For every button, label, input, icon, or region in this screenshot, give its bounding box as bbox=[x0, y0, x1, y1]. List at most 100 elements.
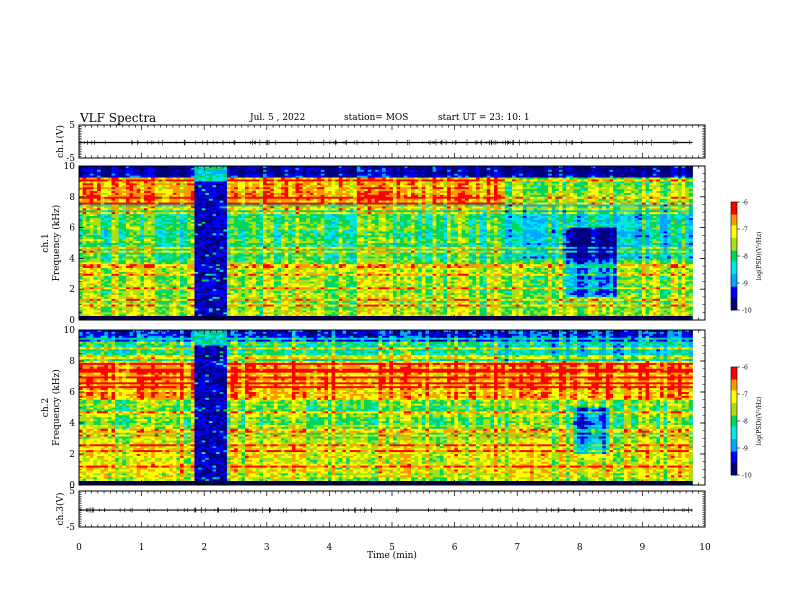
ch1-spectrogram-cell bbox=[154, 167, 159, 171]
ch1-spectrogram-cell bbox=[198, 241, 203, 244]
ch1-spectrogram-cell bbox=[140, 216, 145, 219]
ch1-spectrogram-cell bbox=[82, 233, 87, 236]
ch1-spectrogram-cell bbox=[154, 266, 159, 269]
ch1-spectrogram-cell bbox=[118, 196, 123, 200]
ch1-spectrogram-cell bbox=[129, 241, 134, 244]
ch1-spectrogram-cell bbox=[100, 212, 105, 215]
ch1-spectrogram-cell bbox=[147, 312, 152, 315]
ch1-spectrogram-cell bbox=[172, 241, 177, 244]
ch1-spectrogram-cell bbox=[154, 296, 159, 300]
ch1-spectrogram-cell bbox=[194, 233, 199, 236]
ch1-spectrogram-cell bbox=[100, 221, 105, 225]
ch1-spectrogram-cell bbox=[198, 296, 203, 300]
ch1-spectrogram-cell bbox=[172, 171, 177, 175]
ch1-spectrogram-cell bbox=[140, 252, 145, 255]
ch1-spectrogram-cell bbox=[169, 285, 174, 288]
ch1-spectrogram-cell bbox=[151, 191, 156, 194]
ch1-spectrogram-cell bbox=[89, 210, 94, 213]
ch1-spectrogram-cell bbox=[93, 273, 98, 277]
ch1-spectrogram-cell bbox=[111, 177, 116, 180]
ch1-spectrogram-cell bbox=[129, 294, 134, 298]
ch1-spectrogram-cell bbox=[140, 177, 145, 180]
ch1-spectrogram-cell bbox=[158, 231, 163, 234]
ch1-spectrogram-cell bbox=[133, 291, 138, 294]
ch1-spectrogram-cell bbox=[169, 219, 174, 223]
ch1-spectrogram-cell bbox=[162, 264, 167, 267]
ch1-spectrogram-cell bbox=[205, 314, 210, 317]
ch1-spectrogram-cell bbox=[165, 187, 170, 190]
ch1-spectrogram-cell bbox=[93, 167, 98, 171]
ch1-spectrogram-cell bbox=[122, 173, 127, 177]
ch1-spectrogram-cell bbox=[129, 198, 134, 202]
ch1-spectrogram-cell bbox=[176, 287, 181, 290]
ch1-spectrogram-cell bbox=[104, 241, 109, 244]
ch1-spectrogram-cell bbox=[133, 279, 138, 282]
ch1-spectrogram-cell bbox=[93, 169, 98, 173]
ch1-spectrogram-cell bbox=[136, 229, 141, 232]
ch1-spectrogram-cell bbox=[234, 254, 239, 257]
ch1-spectrogram-cell bbox=[201, 312, 206, 315]
ch1-spectrogram-cell bbox=[86, 298, 91, 302]
ch1-spectrogram-cell bbox=[89, 204, 94, 207]
ch1-spectrogram-cell bbox=[82, 252, 87, 255]
ch1-spectrogram-cell bbox=[201, 268, 206, 271]
ch1-spectrogram-cell bbox=[219, 167, 224, 171]
ch1-spectrogram-cell bbox=[143, 293, 148, 296]
ch1-spectrogram-cell bbox=[93, 217, 98, 221]
ch1-spectrogram-cell bbox=[93, 279, 98, 282]
ch1-spectrogram-cell bbox=[82, 187, 87, 190]
ch1-spectrogram-cell bbox=[162, 268, 167, 271]
ch1-spectrogram-cell bbox=[133, 235, 138, 238]
ch1-spectrogram-cell bbox=[86, 233, 91, 236]
ch1-spectrogram-cell bbox=[226, 171, 231, 175]
ch1-spectrogram-cell bbox=[187, 304, 192, 307]
ch1-spectrogram-cell bbox=[140, 312, 145, 315]
ch1-spectrogram-cell bbox=[169, 296, 174, 300]
ch1-spectrogram-cell bbox=[198, 244, 203, 248]
ch1-spectrogram-cell bbox=[234, 223, 239, 227]
ch1-spectrogram-cell bbox=[158, 308, 163, 311]
ch1-spectrogram-cell bbox=[194, 231, 199, 234]
ch1-spectrogram-cell bbox=[154, 206, 159, 209]
ch1-spectrogram-cell bbox=[230, 296, 235, 300]
ch1-spectrogram-cell bbox=[187, 275, 192, 279]
ch1-spectrogram-cell bbox=[151, 273, 156, 277]
ch1-spectrogram-cell bbox=[190, 227, 195, 230]
ch1-spectrogram-cell bbox=[162, 181, 167, 184]
ch1-spectrogram-cell bbox=[226, 256, 231, 259]
ch1-spectrogram-cell bbox=[230, 269, 235, 273]
ch1-spectrogram-cell bbox=[226, 287, 231, 290]
ch1-spectrogram-cell bbox=[194, 244, 199, 248]
ch1-spectrogram-cell bbox=[216, 304, 221, 307]
ch1-spectrogram-cell bbox=[201, 227, 206, 230]
ch1-spectrogram-cell bbox=[190, 306, 195, 309]
ch1-spectrogram-cell bbox=[118, 166, 123, 169]
ch1-spectrogram-cell bbox=[223, 308, 228, 311]
ch1-spectrogram-cell bbox=[125, 314, 130, 317]
ch1-spectrogram-cell bbox=[86, 252, 91, 255]
ch1-spectrogram-cell bbox=[208, 225, 213, 229]
ch1-spectrogram-cell bbox=[93, 173, 98, 177]
ch1-spectrogram-cell bbox=[115, 185, 120, 188]
ch1-spectrogram-cell bbox=[118, 212, 123, 215]
ch1-spectrogram-cell bbox=[104, 289, 109, 292]
ch1-spectrogram-cell bbox=[100, 268, 105, 271]
ch1-spectrogram-cell bbox=[107, 221, 112, 225]
ch1-spectrogram-cell bbox=[176, 233, 181, 236]
ch1-spectrogram-cell bbox=[79, 229, 84, 232]
ch1-spectrogram-cell bbox=[183, 302, 188, 306]
ch1-spectrogram-cell bbox=[183, 260, 188, 263]
ch1-spectrogram-cell bbox=[219, 212, 224, 215]
ch1-spectrogram-cell bbox=[223, 171, 228, 175]
ch1-spectrogram-cell bbox=[125, 289, 130, 292]
ch1-spectrogram-cell bbox=[129, 266, 134, 269]
ch1-spectrogram-cell bbox=[208, 291, 213, 294]
ch1-spectrogram-cell bbox=[223, 289, 228, 292]
ch1-spectrogram-cell bbox=[143, 217, 148, 221]
ch1-spectrogram-cell bbox=[205, 206, 210, 209]
ch1-spectrogram-cell bbox=[115, 233, 120, 236]
ch1-spectrogram-cell bbox=[143, 173, 148, 177]
ch1-spectrogram-cell bbox=[201, 229, 206, 232]
ch1-spectrogram-cell bbox=[104, 167, 109, 171]
ch1-spectrogram-cell bbox=[79, 187, 84, 190]
